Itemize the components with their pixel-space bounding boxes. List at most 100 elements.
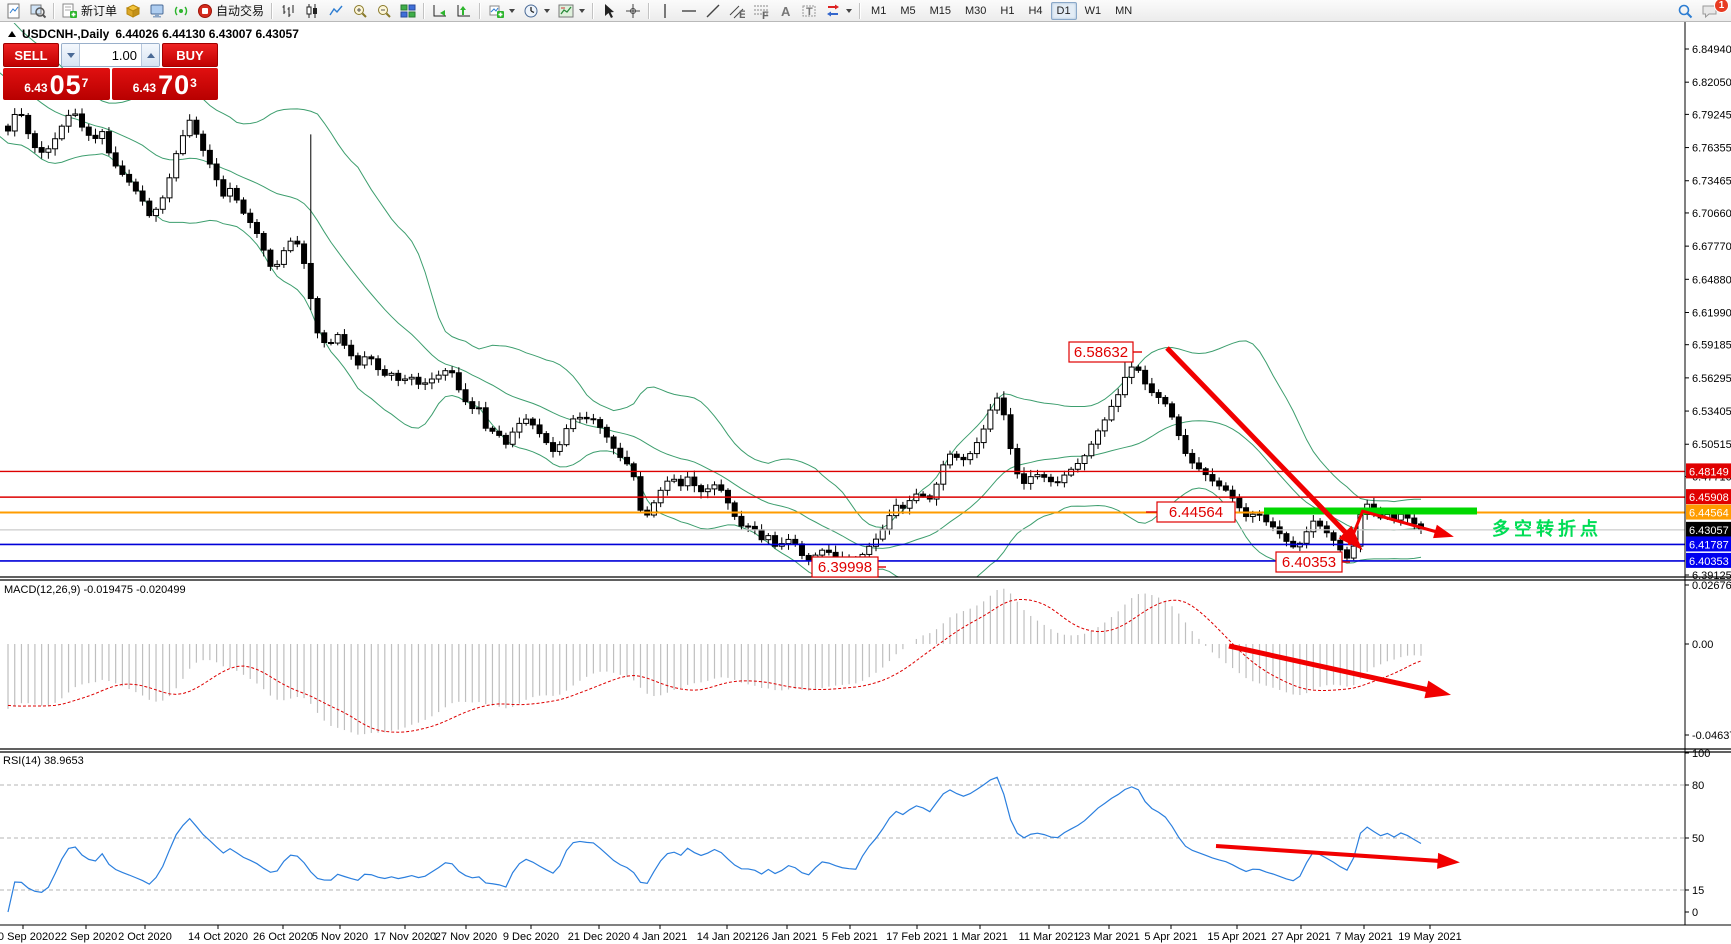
x-axis-date: 26 Jan 2021 [757,931,818,943]
price-badge [1686,536,1731,552]
templates-button[interactable] [554,2,589,20]
tf-w1[interactable]: W1 [1084,4,1102,17]
volume-increase-button[interactable] [141,44,159,66]
svg-text:6.39998: 6.39998 [818,559,872,576]
y-axis-tick: 6.67770 [1692,241,1731,253]
x-axis-date: 22 Sep 2020 [55,931,117,943]
tf-mn[interactable]: MN [1115,4,1133,17]
candlestick-chart-button[interactable] [300,2,324,20]
price-callout-label: 6.39998 [811,556,886,578]
volume-input[interactable] [80,44,141,66]
macd-label: MACD(12,26,9) -0.019475 -0.020499 [4,584,186,596]
buy-price-display[interactable]: 6.43 70 3 [111,68,218,100]
fibonacci-tool[interactable]: F [749,2,773,20]
autotrading-button[interactable]: 自动交易 [193,2,268,20]
signal-icon [173,3,189,19]
text-tool[interactable]: A [773,2,797,20]
y-axis-tick: 6.53405 [1692,406,1731,418]
indicators-button[interactable] [484,2,519,20]
tf-h1[interactable]: H1 [1000,4,1015,17]
crosshair-tool-button[interactable] [621,2,645,20]
arrows-tool[interactable] [821,2,856,20]
autotrading-icon [197,3,213,19]
x-axis-date: 11 Mar 2021 [1019,931,1080,943]
trendline-tool[interactable] [701,2,725,20]
x-axis-date: 23 Mar 2021 [1078,931,1140,943]
chevron-down-icon [846,8,853,13]
gold-cube-icon [125,3,141,19]
svg-text:0.00: 0.00 [1692,639,1713,651]
svg-text:0: 0 [1692,907,1698,919]
chart-title[interactable]: USDCNH-,Daily 6.44026 6.44130 6.43007 6.… [8,27,299,41]
zoom-out-icon [376,3,392,19]
profiles-button[interactable] [26,2,50,20]
zoom-in-button[interactable] [348,2,372,20]
x-axis-date: 27 Apr 2021 [1271,931,1330,943]
search-button[interactable] [1673,2,1697,20]
x-axis-date: 5 Apr 2021 [1144,931,1197,943]
new-order-button[interactable]: 新订单 [58,2,121,20]
svg-text:T: T [806,6,813,18]
svg-text:6.43057: 6.43057 [1689,525,1729,537]
deposit-button[interactable] [121,2,145,20]
tf-h4[interactable]: H4 [1028,4,1043,17]
svg-text:6.44564: 6.44564 [1689,508,1729,520]
y-axis-tick: 6.59185 [1692,340,1731,352]
vertical-line-tool[interactable] [653,2,677,20]
y-axis-tick: 6.61990 [1692,307,1731,319]
buy-button[interactable]: BUY [162,43,218,67]
x-axis-date: 2 Oct 2020 [118,931,172,943]
x-axis-date: 17 Feb 2021 [886,931,948,943]
chevron-down-icon [579,8,586,13]
x-axis-date: 10 Sep 2020 [0,931,54,943]
x-axis-date: 19 May 2021 [1398,931,1462,943]
cursor-tool-button[interactable] [597,2,621,20]
rsi-label: RSI(14) 38.9653 [3,755,84,767]
svg-text:6.48149: 6.48149 [1689,466,1729,478]
text-label-icon: T [801,3,817,19]
y-axis-tick: 6.39125 [1692,570,1731,582]
sell-price-big: 05 [49,70,82,100]
tile-windows-icon [400,3,416,19]
x-axis-date: 27 Nov 2020 [435,931,497,943]
notifications-button[interactable]: 1 [1697,0,1729,20]
trendline-icon [705,3,721,19]
sell-button[interactable]: SELL [3,43,59,67]
svg-text:6.45908: 6.45908 [1689,492,1729,504]
monitor-icon [149,3,165,19]
bar-chart-button[interactable] [276,2,300,20]
chart-shift-icon [456,3,472,19]
tf-m15[interactable]: M15 [929,4,951,17]
y-axis-tick: 6.64880 [1692,274,1731,286]
price-badge [1686,463,1731,479]
line-chart-button[interactable] [324,2,348,20]
periods-button[interactable] [519,2,554,20]
svg-text:6.40353: 6.40353 [1689,556,1729,568]
text-label-tool[interactable]: T [797,2,821,20]
collapse-triangle-icon [8,31,16,37]
tile-windows-button[interactable] [396,2,420,20]
new-order-icon [62,3,78,19]
horizontal-line-tool[interactable] [677,2,701,20]
signals-button[interactable] [169,2,193,20]
tf-d1[interactable]: D1 [1050,1,1077,20]
fibonacci-icon: F [753,3,769,19]
zoom-out-button[interactable] [372,2,396,20]
tf-m1[interactable]: M1 [871,4,887,17]
auto-scroll-button[interactable] [428,2,452,20]
magnifier-window-icon [30,3,46,19]
sell-price-display[interactable]: 6.43 05 7 [3,68,110,100]
new-chart-button[interactable] [2,2,26,20]
channel-tool[interactable]: E [725,2,749,20]
volume-decrease-button[interactable] [62,44,80,66]
trend-arrow [1215,844,1460,869]
chart-shift-button[interactable] [452,2,476,20]
tf-m5[interactable]: M5 [900,4,916,17]
chevron-down-icon [66,52,75,58]
tf-m30[interactable]: M30 [965,4,987,17]
metaeditor-button[interactable] [145,2,169,20]
buy-price-sup: 3 [190,76,197,90]
y-axis-tick: 6.50515 [1692,439,1731,451]
toolbar-separator [859,2,862,19]
